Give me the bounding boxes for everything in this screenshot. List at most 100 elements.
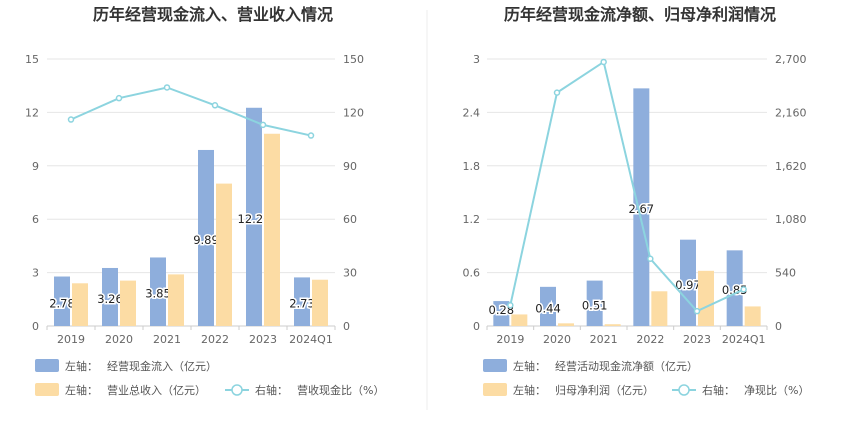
- bar-primary: [493, 301, 510, 326]
- bar-secondary: [216, 183, 232, 326]
- left-axis-tick: 3: [473, 53, 480, 66]
- legend-axis-label: 左轴：: [65, 383, 98, 397]
- legend-label: 归母净利润（亿元）: [555, 383, 654, 397]
- data-label: 2.78: [49, 296, 75, 310]
- legend-axis-label: 右轴：: [702, 383, 735, 397]
- x-axis-tick: 2021: [153, 333, 181, 346]
- left-axis-tick: 2.4: [463, 106, 481, 119]
- data-label: 9.89: [193, 233, 219, 247]
- x-axis-tick: 2022: [636, 333, 664, 346]
- x-axis-tick: 2023: [683, 333, 711, 346]
- x-axis-tick: 2021: [590, 333, 618, 346]
- x-axis-tick: 2024Q1: [289, 333, 333, 346]
- legend-swatch: [35, 359, 59, 372]
- right-axis-tick: 60: [343, 213, 357, 226]
- right-axis-tick: 1,080: [775, 213, 807, 226]
- left-axis-tick: 1.2: [463, 213, 481, 226]
- x-axis-tick: 2019: [496, 333, 524, 346]
- bar-primary: [246, 107, 262, 326]
- data-label: 0.44: [535, 301, 561, 315]
- right-axis-tick: 2,160: [775, 106, 807, 119]
- legend-axis-label: 左轴：: [65, 359, 98, 373]
- left-axis-tick: 6: [32, 213, 39, 226]
- x-axis-tick: 2020: [105, 333, 133, 346]
- bar-primary: [294, 277, 310, 326]
- ratio-line: [70, 86, 312, 137]
- right-axis-tick: 1,620: [775, 160, 807, 173]
- bar-primary: [726, 250, 743, 326]
- left-axis-tick: 12: [25, 106, 39, 119]
- right-axis-tick: 90: [343, 160, 357, 173]
- x-axis-tick: 2024Q1: [722, 333, 766, 346]
- chart-title: 历年经营现金流净额、归母净利润情况: [504, 5, 776, 24]
- legend-marker: [231, 384, 243, 396]
- left-axis-tick: 3: [32, 267, 39, 280]
- legend-axis-label: 左轴：: [513, 359, 546, 373]
- left-axis-tick: 9: [32, 160, 39, 173]
- bar-primary: [540, 286, 556, 326]
- right-axis-tick: 0: [343, 320, 350, 333]
- legend-label: 净现比（%）: [744, 383, 809, 397]
- chart-title: 历年经营现金流入、营业收入情况: [93, 5, 333, 24]
- bar-secondary: [558, 323, 574, 326]
- data-label: 0.97: [675, 278, 701, 292]
- bar-primary: [102, 267, 118, 326]
- chart-panel-2: 历年经营现金流净额、归母净利润情况 0 0 0.6 540 1.2 1,080 1.8 1,62…: [463, 5, 810, 397]
- bar-secondary: [168, 274, 184, 326]
- right-axis-tick: 30: [343, 267, 357, 280]
- data-label: 0.51: [582, 298, 608, 312]
- data-label: 3.85: [145, 287, 171, 301]
- legend-label: 营业总收入（亿元）: [107, 383, 206, 397]
- left-axis-tick: 15: [25, 53, 39, 66]
- line-point: [740, 286, 747, 293]
- line-point: [163, 84, 171, 91]
- bar-primary: [586, 280, 603, 326]
- line-point: [507, 301, 514, 309]
- x-axis-tick: 2020: [543, 333, 571, 346]
- chart-panel-1: 历年经营现金流入、营业收入情况 0 0 3 30 6 60 9 90 12 120 15 150 2019…: [25, 5, 384, 397]
- left-axis-tick: 1.8: [463, 160, 481, 173]
- bar-secondary: [651, 291, 668, 326]
- line-point: [553, 89, 561, 96]
- bar-secondary: [744, 306, 761, 326]
- legend-marker: [678, 384, 690, 396]
- bar-primary: [54, 276, 70, 326]
- left-axis-tick: 0: [32, 320, 39, 333]
- data-label: 2.67: [629, 202, 655, 216]
- bar-secondary: [312, 279, 328, 326]
- legend-swatch: [483, 359, 507, 372]
- left-axis-tick: 0: [473, 320, 480, 333]
- line-point: [600, 58, 607, 66]
- legend-axis-label: 左轴：: [513, 383, 546, 397]
- bar-primary: [633, 88, 650, 327]
- line-point: [647, 255, 654, 263]
- left-axis-tick: 0.6: [463, 267, 481, 280]
- data-label: 2.73: [289, 297, 315, 311]
- bar-primary: [198, 149, 214, 326]
- x-axis-tick: 2019: [57, 333, 85, 346]
- bar-secondary: [120, 280, 136, 326]
- legend-label: 营收现金比（%）: [297, 383, 384, 397]
- bar-secondary: [698, 270, 714, 326]
- x-axis-tick: 2023: [249, 333, 277, 346]
- right-axis-tick: 540: [775, 267, 796, 280]
- right-axis-tick: 0: [775, 320, 782, 333]
- bar-primary: [150, 257, 166, 326]
- legend-swatch: [483, 383, 507, 396]
- bar-secondary: [72, 283, 88, 326]
- bar-secondary: [511, 314, 528, 326]
- data-label: 3.26: [97, 292, 123, 306]
- x-axis-tick: 2022: [201, 333, 229, 346]
- line-point: [115, 94, 123, 102]
- line-point: [693, 307, 701, 315]
- line-point: [259, 121, 267, 129]
- legend-label: 经营现金流入（亿元）: [107, 359, 217, 373]
- right-axis-tick: 150: [343, 53, 364, 66]
- right-axis-tick: 2,700: [775, 53, 807, 66]
- legend-axis-label: 右轴：: [255, 383, 288, 397]
- legend-label: 经营活动现金流净额（亿元）: [555, 359, 698, 373]
- data-label: 0.85: [722, 283, 748, 297]
- line-point: [211, 102, 219, 109]
